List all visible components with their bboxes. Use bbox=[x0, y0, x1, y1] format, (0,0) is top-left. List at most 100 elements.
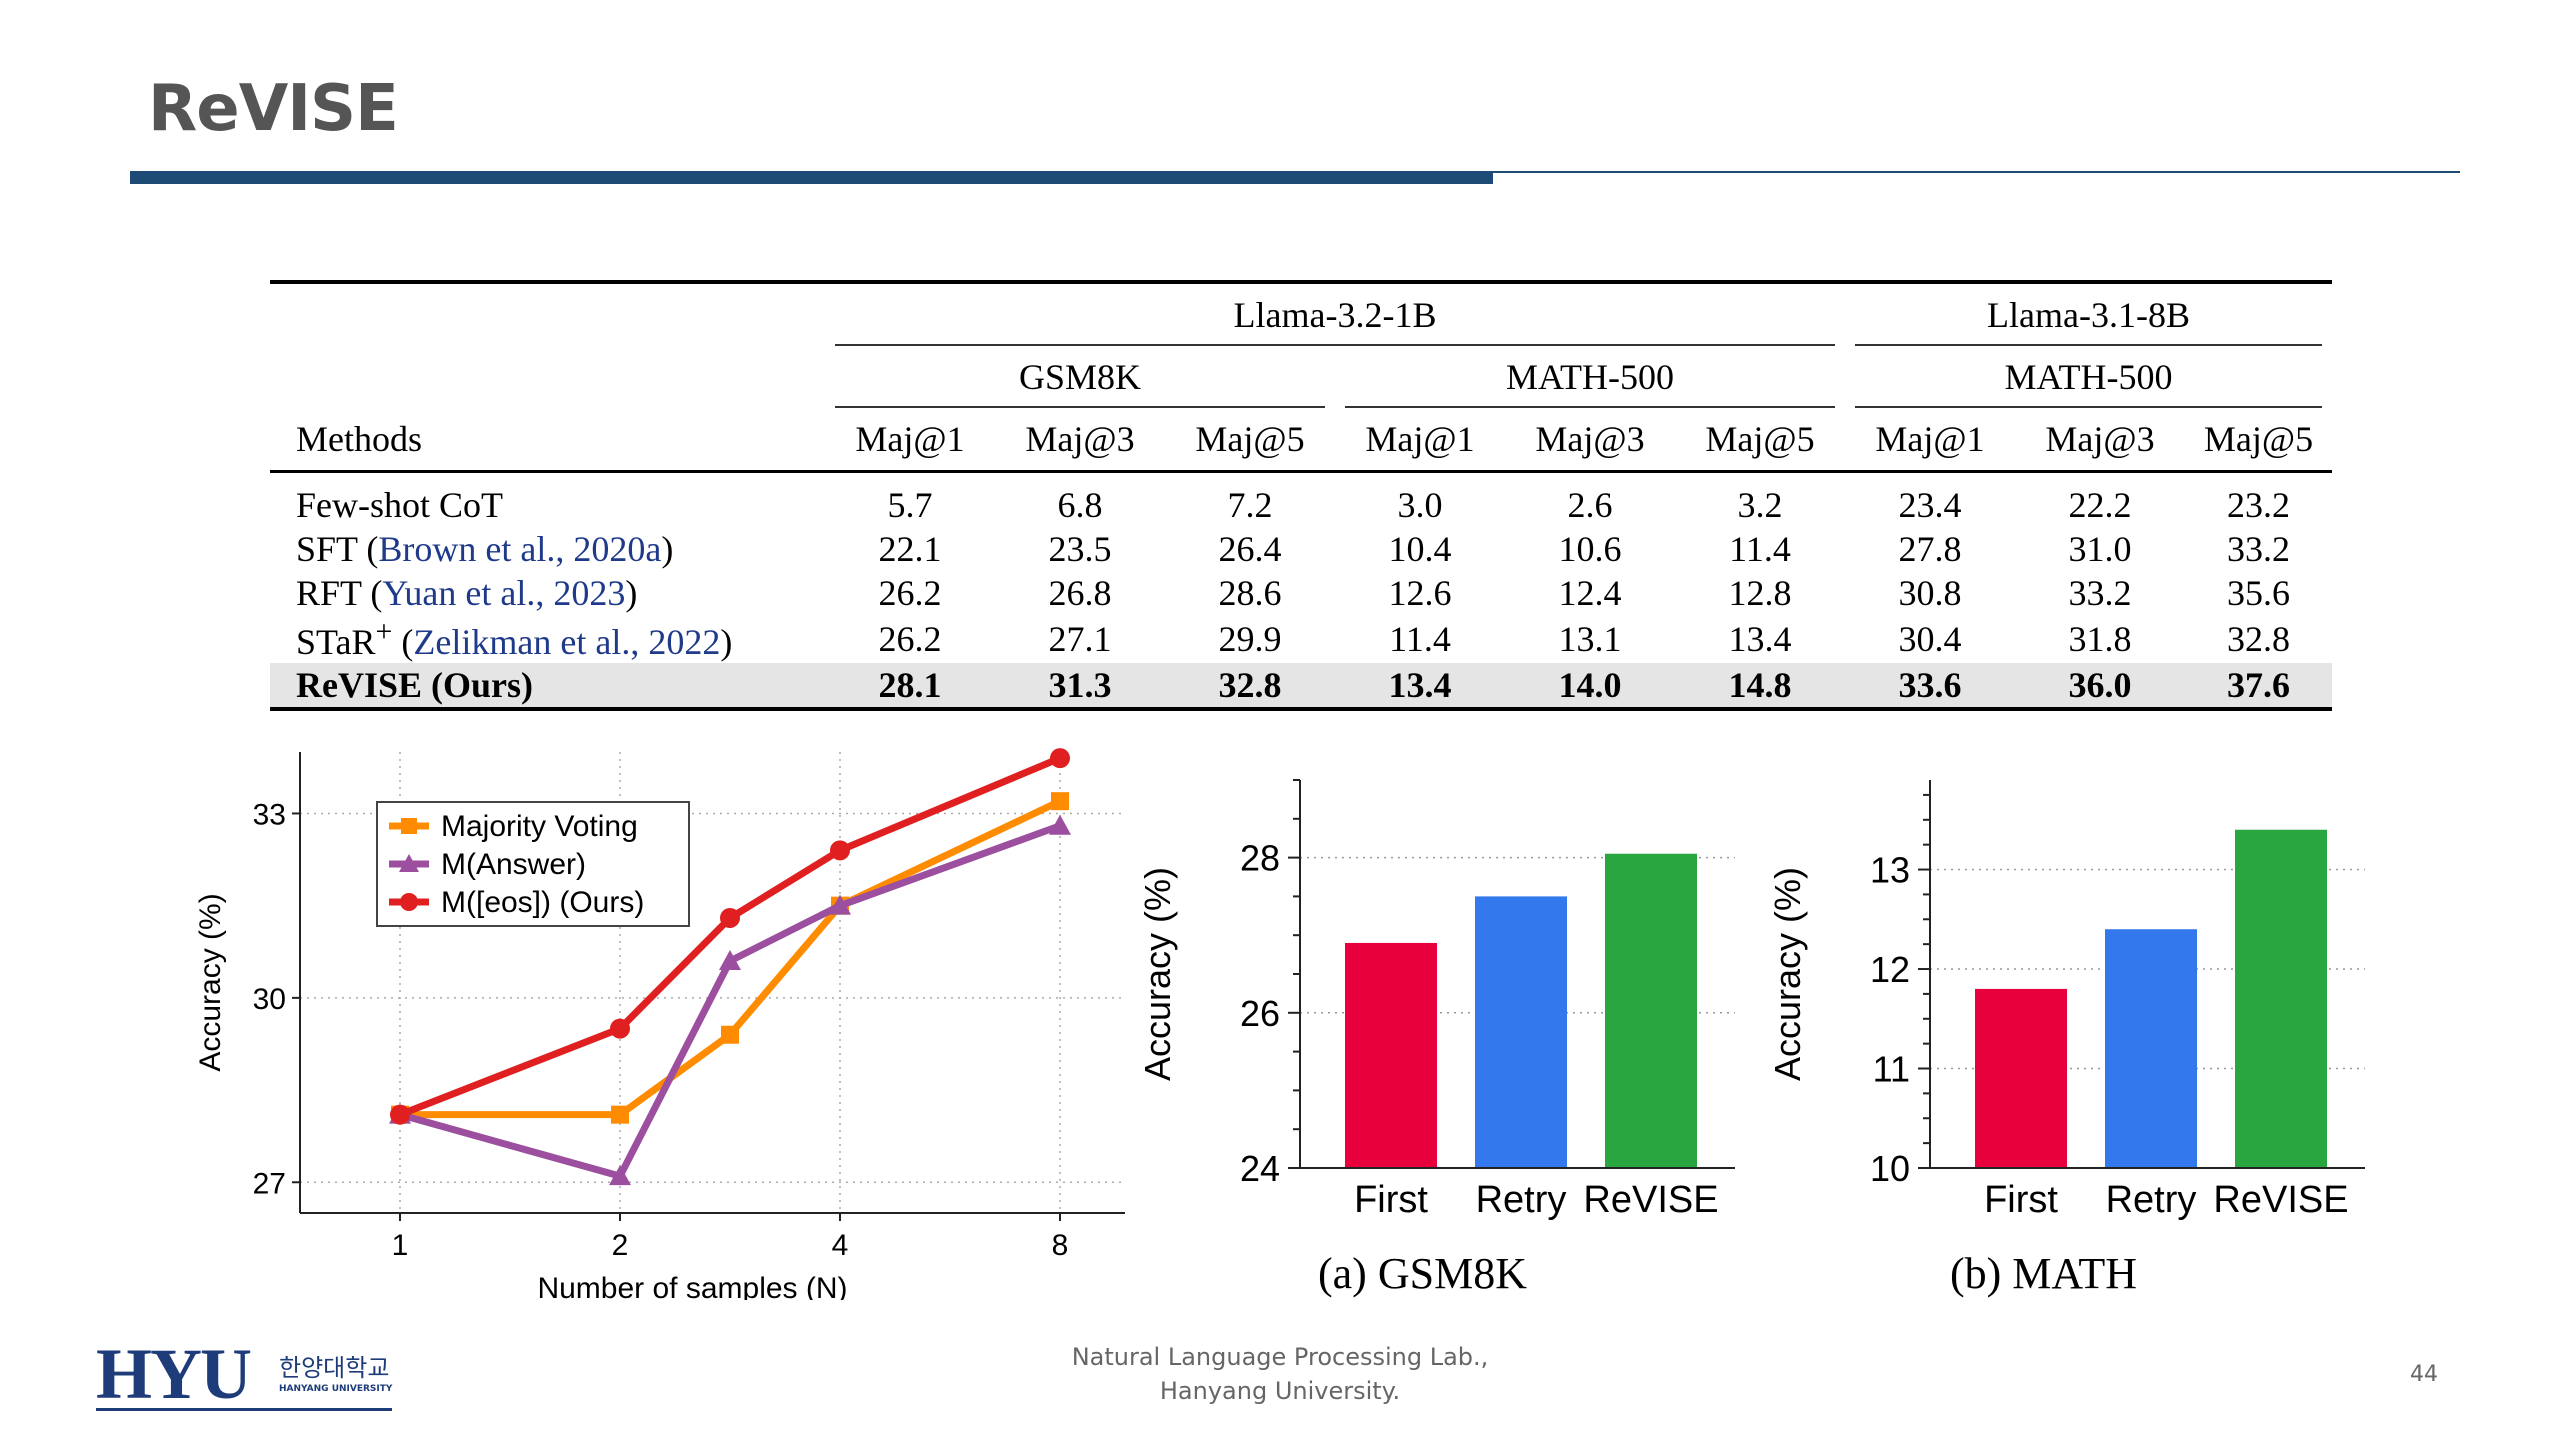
table-cell: 12.8 bbox=[1728, 573, 1792, 613]
citation-link[interactable]: Zelikman et al., 2022 bbox=[413, 622, 721, 662]
table-cell: 31.3 bbox=[995, 663, 1165, 711]
legend-marker bbox=[401, 818, 417, 834]
data-point bbox=[830, 840, 850, 861]
data-point bbox=[610, 1018, 630, 1039]
table-row: STaR+ (Zelikman et al., 2022) 26.2 27.1 29.… bbox=[270, 615, 2332, 663]
table-cell: 28.1 bbox=[825, 663, 995, 711]
table-cell: 30.8 bbox=[1898, 573, 1962, 613]
table-cell: 10.6 bbox=[1558, 529, 1622, 569]
metric-header: Maj@1 bbox=[1335, 408, 1505, 473]
y-tick-label: 26 bbox=[1240, 993, 1280, 1034]
table-cell: 23.4 bbox=[1898, 485, 1962, 525]
bar bbox=[1345, 942, 1437, 1168]
bar bbox=[1475, 896, 1567, 1168]
footer-lab-name: Natural Language Processing Lab., Hanyan… bbox=[0, 1340, 2560, 1408]
metric-header: Maj@3 bbox=[1505, 408, 1675, 473]
title-underline-accent bbox=[130, 172, 1493, 184]
table-cell: 35.6 bbox=[2227, 573, 2290, 613]
legend-label: Majority Voting bbox=[441, 810, 638, 843]
logo-korean-text: 한양대학교 bbox=[279, 1354, 390, 1382]
table-cell: 32.8 bbox=[1165, 663, 1335, 711]
citation-link[interactable]: Yuan et al., 2023 bbox=[382, 573, 626, 613]
method-name: ReVISE (Ours) bbox=[270, 663, 825, 711]
y-tick-label: 28 bbox=[1240, 838, 1280, 879]
table-cell: 5.7 bbox=[887, 485, 933, 525]
data-point bbox=[1050, 748, 1070, 769]
table-cell: 28.6 bbox=[1218, 573, 1282, 613]
data-point bbox=[1051, 792, 1069, 811]
method-name: RFT (Yuan et al., 2023) bbox=[296, 573, 638, 613]
table-cell: 11.4 bbox=[1389, 619, 1451, 659]
y-tick-label: 30 bbox=[253, 983, 286, 1016]
y-axis-label: Accuracy (%) bbox=[1137, 867, 1178, 1081]
x-tick-label: ReVISE bbox=[1583, 1179, 1718, 1221]
metric-header: Maj@1 bbox=[825, 408, 995, 473]
footer-line-2: Hanyang University. bbox=[1159, 1377, 1401, 1405]
legend-marker bbox=[400, 893, 418, 911]
y-tick-label: 33 bbox=[253, 798, 286, 831]
table-cell: 26.2 bbox=[878, 573, 942, 613]
legend-label: M(Answer) bbox=[441, 848, 586, 881]
table-cell: 11.4 bbox=[1729, 529, 1791, 569]
data-point bbox=[611, 1105, 629, 1124]
dataset-header: MATH-500 bbox=[1845, 346, 2332, 408]
y-tick-label: 13 bbox=[1870, 850, 1910, 891]
table-cell: 14.0 bbox=[1505, 663, 1675, 711]
bar bbox=[1975, 988, 2067, 1168]
data-point bbox=[720, 907, 740, 928]
table-cell: 10.4 bbox=[1388, 529, 1452, 569]
table-cell: 3.2 bbox=[1737, 485, 1783, 525]
methods-header: Methods bbox=[270, 408, 825, 473]
table-row-ours: ReVISE (Ours) 28.1 31.3 32.8 13.4 14.0 1… bbox=[270, 663, 2332, 711]
logo-underline bbox=[96, 1408, 392, 1411]
metric-header: Maj@5 bbox=[2185, 408, 2332, 473]
method-name: SFT (Brown et al., 2020a) bbox=[296, 529, 674, 569]
results-table: Llama-3.2-1B Llama-3.1-8B GSM8K MATH-500… bbox=[270, 280, 2332, 711]
bar-chart-math: First Retry ReVISE 10 11 12 13 Accuracy (%) bbox=[1767, 780, 2365, 1221]
y-tick-label: 27 bbox=[253, 1167, 286, 1200]
table-cell: 23.5 bbox=[1048, 529, 1112, 569]
table-cell: 12.4 bbox=[1558, 573, 1622, 613]
citation-link[interactable]: Brown et al., 2020a bbox=[378, 529, 662, 569]
slide-title: ReVISE bbox=[148, 72, 399, 146]
line-chart: 27 30 33 1 2 4 8 Number of samples (N) Accuracy … bbox=[194, 748, 1125, 1300]
table-cell: 31.8 bbox=[2068, 619, 2132, 659]
logo-english-text: HANYANG UNIVERSITY bbox=[279, 1384, 393, 1394]
method-name: STaR+ (Zelikman et al., 2022) bbox=[296, 615, 733, 662]
y-tick-label: 11 bbox=[1873, 1049, 1910, 1090]
y-tick-label: 10 bbox=[1870, 1148, 1910, 1189]
table-cell: 13.4 bbox=[1335, 663, 1505, 711]
x-tick-label: 2 bbox=[612, 1229, 629, 1262]
x-tick-label: 8 bbox=[1052, 1229, 1069, 1262]
table-cell: 30.4 bbox=[1898, 619, 1962, 659]
university-logo: HYU 한양대학교 HANYANG UNIVERSITY bbox=[96, 1334, 396, 1414]
table-cell: 13.4 bbox=[1728, 619, 1792, 659]
y-axis-label: Accuracy (%) bbox=[194, 893, 227, 1071]
table-cell: 33.2 bbox=[2227, 529, 2290, 569]
table-cell: 2.6 bbox=[1567, 485, 1613, 525]
metric-header: Maj@1 bbox=[1845, 408, 2015, 473]
table-cell: 26.2 bbox=[878, 619, 942, 659]
table-cell: 31.0 bbox=[2068, 529, 2132, 569]
table-row: SFT (Brown et al., 2020a) 22.1 23.5 26.4 10.… bbox=[270, 527, 2332, 571]
table-cell: 14.8 bbox=[1675, 663, 1845, 711]
x-tick-label: Retry bbox=[2106, 1179, 2197, 1221]
table-cell: 6.8 bbox=[1057, 485, 1103, 525]
table-cell: 33.2 bbox=[2068, 573, 2132, 613]
table-cell: 22.2 bbox=[2068, 485, 2132, 525]
data-point bbox=[829, 894, 851, 915]
x-tick-label: First bbox=[1354, 1179, 1428, 1221]
table-cell: 36.0 bbox=[2015, 663, 2185, 711]
caption-gsm8k: (a) GSM8K bbox=[1318, 1249, 1527, 1298]
table-cell: 37.6 bbox=[2185, 663, 2332, 711]
bar bbox=[1605, 853, 1697, 1168]
page-number: 44 bbox=[2410, 1362, 2438, 1387]
bar bbox=[2235, 829, 2327, 1168]
x-tick-label: First bbox=[1984, 1179, 2058, 1221]
table-cell: 12.6 bbox=[1388, 573, 1452, 613]
table-dataset-header-row: GSM8K MATH-500 MATH-500 bbox=[270, 346, 2332, 408]
table-cell: 32.8 bbox=[2227, 619, 2290, 659]
model-header: Llama-3.1-8B bbox=[1845, 280, 2332, 348]
x-axis-label: Number of samples (N) bbox=[537, 1272, 847, 1300]
metric-header: Maj@5 bbox=[1675, 408, 1845, 473]
